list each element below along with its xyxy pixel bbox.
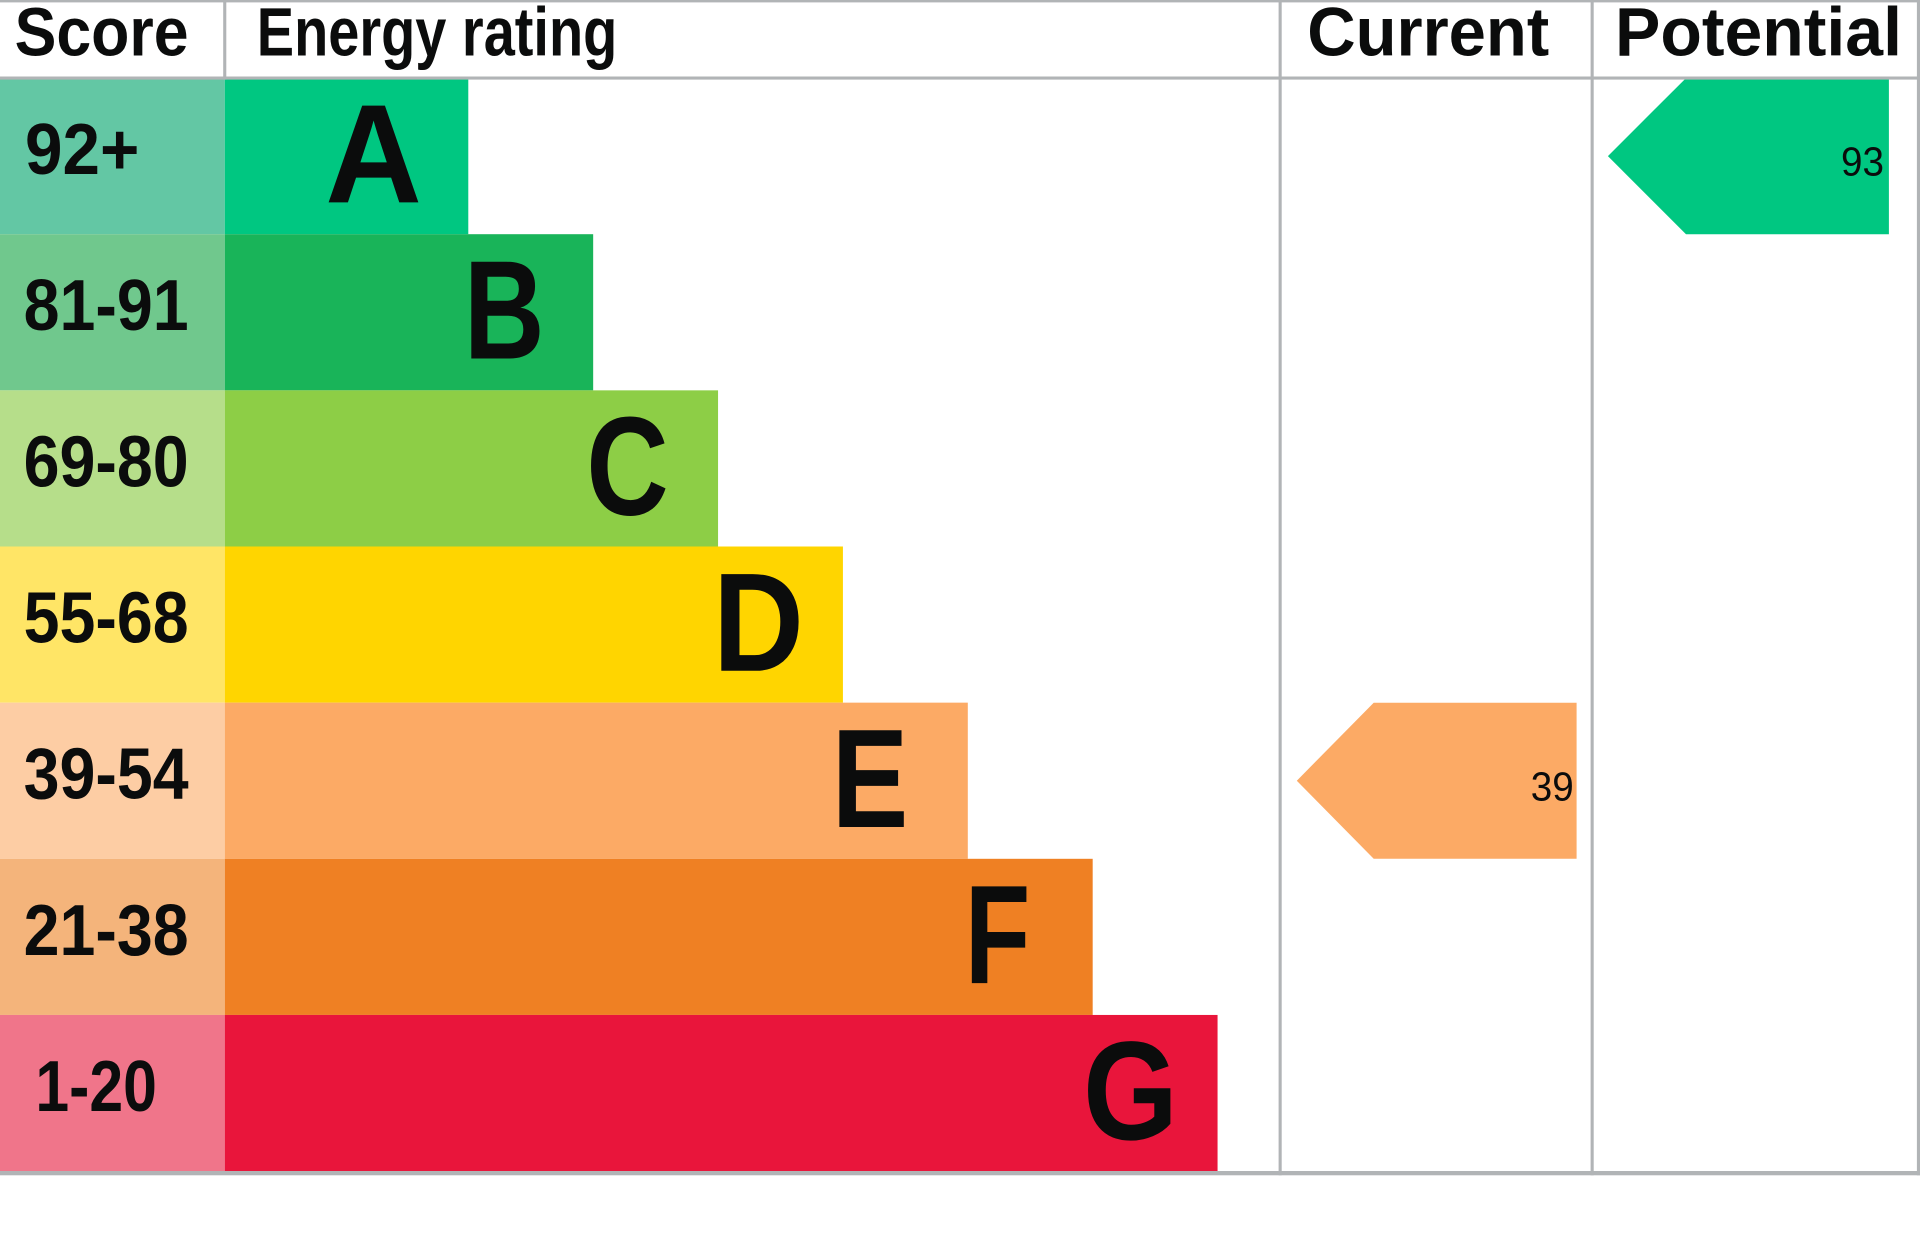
svg-text:Energy rating: Energy rating — [257, 0, 618, 71]
svg-text:D: D — [713, 544, 804, 701]
svg-text:81-91: 81-91 — [24, 265, 189, 346]
svg-text:Potential: Potential — [1615, 0, 1902, 71]
svg-text:Score: Score — [15, 0, 189, 71]
svg-text:92+: 92+ — [25, 109, 139, 190]
svg-text:B: B — [464, 232, 545, 389]
svg-text:A: A — [325, 75, 422, 232]
svg-text:G: G — [1083, 1012, 1178, 1169]
svg-text:1-20: 1-20 — [35, 1046, 156, 1127]
svg-text:Current: Current — [1307, 0, 1549, 71]
svg-text:93: 93 — [1841, 139, 1884, 185]
svg-text:39: 39 — [1531, 763, 1574, 809]
svg-text:F: F — [965, 856, 1031, 1013]
svg-text:C: C — [586, 388, 668, 545]
svg-text:55-68: 55-68 — [24, 578, 189, 659]
svg-text:E: E — [832, 700, 909, 857]
svg-text:21-38: 21-38 — [24, 890, 189, 971]
svg-text:39-54: 39-54 — [24, 734, 189, 815]
svg-text:69-80: 69-80 — [24, 421, 189, 502]
